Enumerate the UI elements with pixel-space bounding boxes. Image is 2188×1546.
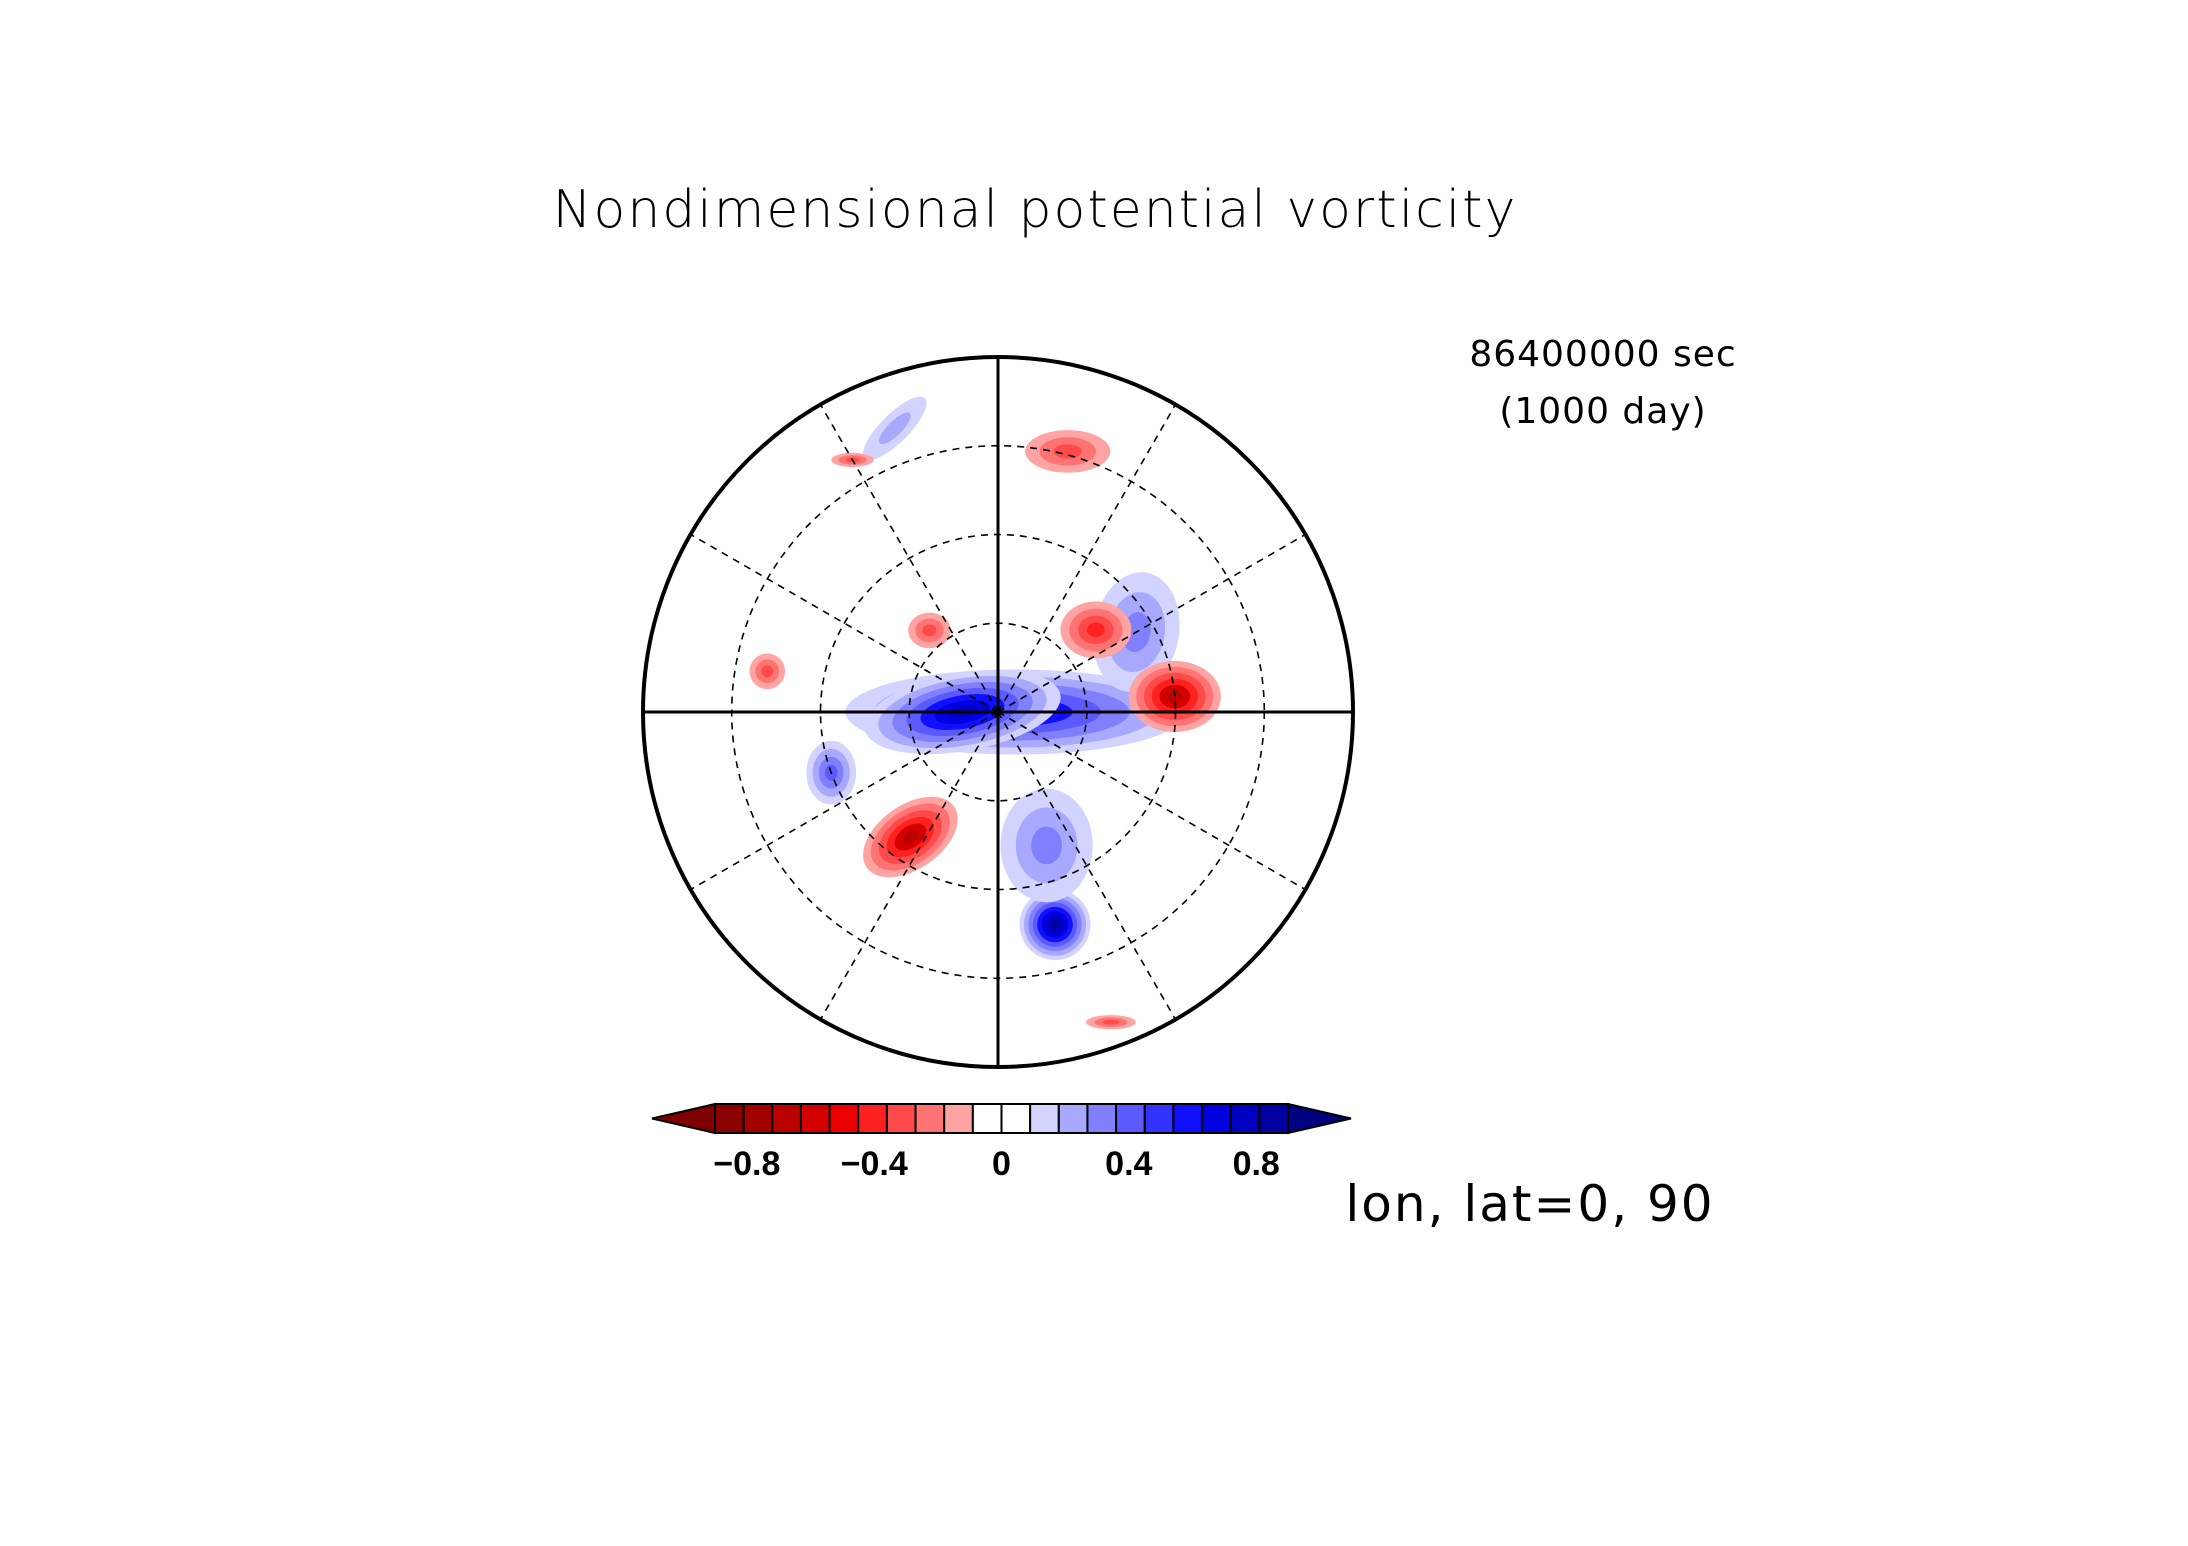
projection-label: lon, lat=0, 90 xyxy=(1345,1175,1714,1233)
colorbar-box xyxy=(1229,1103,1261,1134)
colorbar-box xyxy=(828,1103,860,1134)
plot-title: Nondimensional potential vorticity xyxy=(553,180,1518,240)
colorbar: −0.8 −0.4 0 0.4 0.8 xyxy=(651,1102,1352,1183)
colorbar-box xyxy=(1258,1103,1289,1134)
contour-level xyxy=(922,624,937,637)
vorticity-feature-low xyxy=(1086,1015,1136,1030)
colorbar-extend-low xyxy=(651,1102,716,1135)
contour-level xyxy=(1031,826,1062,865)
colorbar-box xyxy=(1029,1103,1060,1134)
colorbar-box xyxy=(943,1103,974,1134)
vorticity-feature-low xyxy=(749,653,786,690)
time-seconds-label: 86400000 sec xyxy=(1469,334,1736,375)
contour-level xyxy=(1167,690,1183,703)
colorbar-box xyxy=(857,1103,888,1134)
colorbar-box xyxy=(1201,1103,1232,1134)
colorbar-box xyxy=(742,1103,774,1134)
time-days-label: (1000 day) xyxy=(1499,391,1706,432)
colorbar-box xyxy=(1172,1103,1204,1134)
contour-level xyxy=(761,665,774,678)
colorbar-box xyxy=(799,1103,831,1134)
colorbar-box xyxy=(914,1103,946,1134)
contour-level xyxy=(902,830,919,844)
colorbar-box xyxy=(885,1103,917,1134)
contour-level xyxy=(1102,1019,1120,1025)
contour-level xyxy=(1087,622,1105,638)
colorbar-box xyxy=(1057,1103,1089,1134)
colorbar-tick-label: 0.4 xyxy=(1105,1145,1152,1183)
colorbar-box xyxy=(1000,1103,1032,1134)
vorticity-feature-low xyxy=(1025,430,1111,473)
contour-level xyxy=(1053,444,1083,459)
polar-map xyxy=(641,355,1355,1069)
map-grid xyxy=(643,357,1353,1067)
colorbar-box xyxy=(1086,1103,1118,1134)
colorbar-box xyxy=(1115,1103,1146,1134)
colorbar-box xyxy=(714,1103,745,1134)
map-boundary xyxy=(641,355,1355,1069)
contour-level xyxy=(1050,920,1060,929)
vorticity-feature-low xyxy=(1060,601,1132,659)
colorbar-tick-label: −0.8 xyxy=(713,1145,780,1183)
colorbar-box xyxy=(971,1103,1003,1134)
vorticity-feature-low xyxy=(1128,661,1221,732)
colorbar-box xyxy=(771,1103,802,1134)
contour-level xyxy=(878,412,911,445)
colorbar-tick-label: −0.4 xyxy=(841,1145,908,1183)
vorticity-feature-low xyxy=(908,612,951,649)
colorbar-tick-label: 0.8 xyxy=(1233,1145,1280,1183)
vorticity-feature-high xyxy=(863,396,927,461)
vorticity-feature-high xyxy=(1019,889,1091,961)
vorticity-feature-high xyxy=(1000,788,1093,903)
colorbar-extend-high xyxy=(1287,1102,1352,1135)
colorbar-box xyxy=(1143,1103,1175,1134)
colorbar-tick-label: 0 xyxy=(992,1145,1011,1183)
